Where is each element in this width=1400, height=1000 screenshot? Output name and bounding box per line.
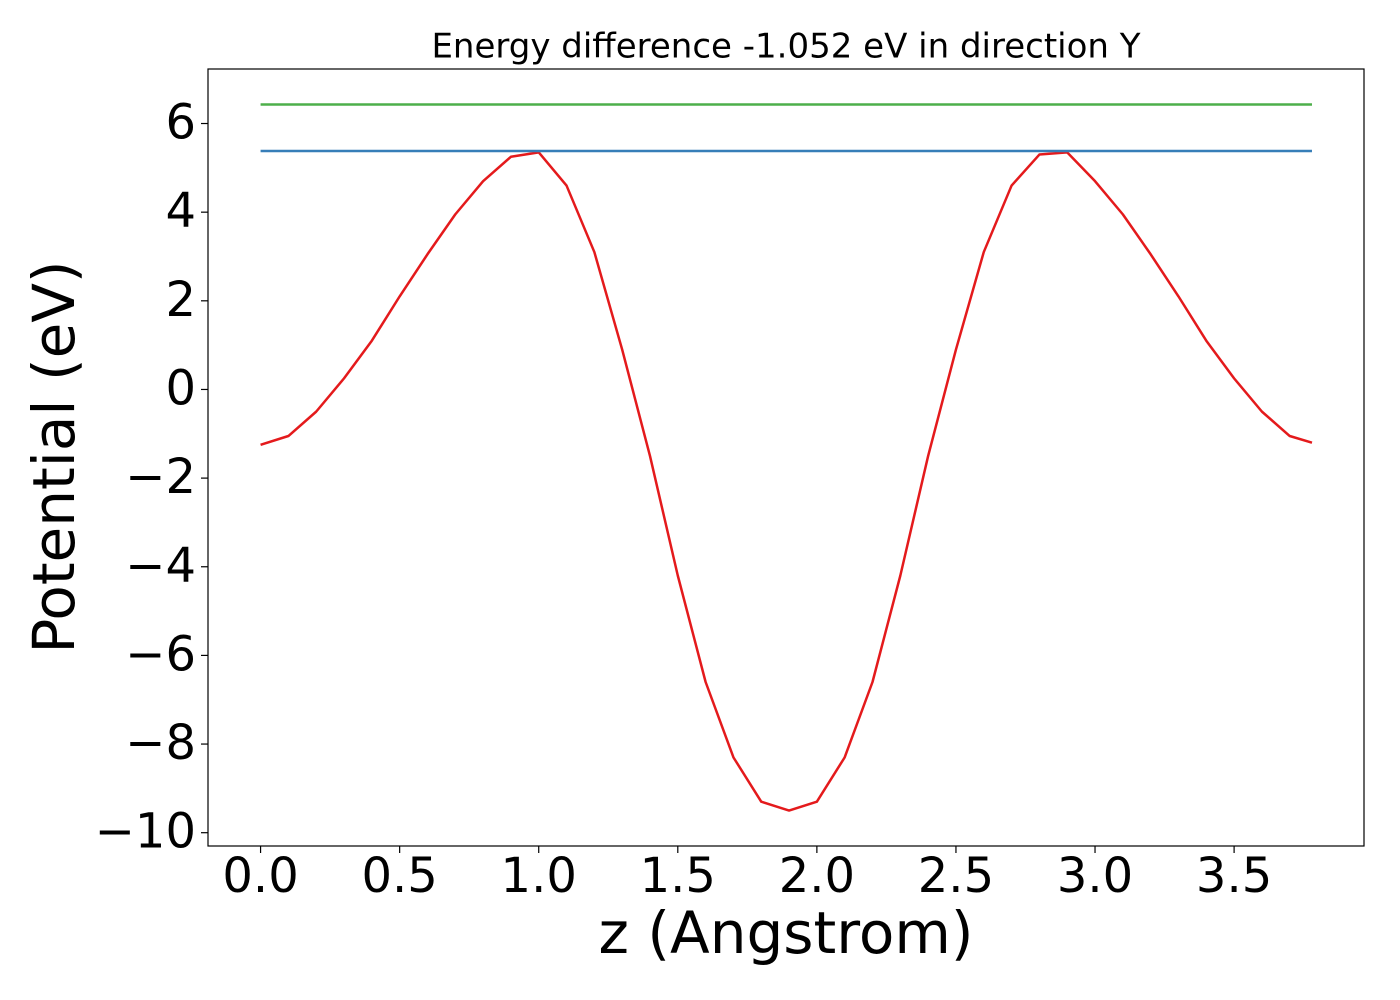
x-tick-label: 0.5 bbox=[361, 848, 437, 904]
y-tick-label: −2 bbox=[125, 449, 196, 505]
x-tick-label: 3.0 bbox=[1057, 848, 1133, 904]
y-tick-label: 2 bbox=[165, 272, 196, 328]
chart-title: Energy difference -1.052 eV in direction… bbox=[431, 27, 1140, 67]
y-tick-label: −10 bbox=[95, 804, 196, 860]
y-tick-label: 4 bbox=[165, 183, 196, 239]
x-tick-label: 1.5 bbox=[640, 848, 716, 904]
plot-frame bbox=[207, 68, 1365, 847]
x-tick-label: 0.0 bbox=[222, 848, 298, 904]
x-tick-label: 2.5 bbox=[918, 848, 994, 904]
x-tick-label: 2.0 bbox=[779, 848, 855, 904]
x-axis-label: z (Angstrom) bbox=[599, 899, 974, 967]
y-tick-label: −4 bbox=[125, 538, 196, 594]
series-line bbox=[260, 151, 1313, 812]
y-tick-label: 6 bbox=[165, 95, 196, 151]
x-tick-label: 1.0 bbox=[501, 848, 577, 904]
y-tick-label: −6 bbox=[125, 626, 196, 682]
y-tick-label: −8 bbox=[125, 715, 196, 771]
x-tick-label: 3.5 bbox=[1196, 848, 1272, 904]
y-tick-label: 0 bbox=[165, 360, 196, 416]
y-axis-label: Potential (eV) bbox=[20, 260, 88, 653]
